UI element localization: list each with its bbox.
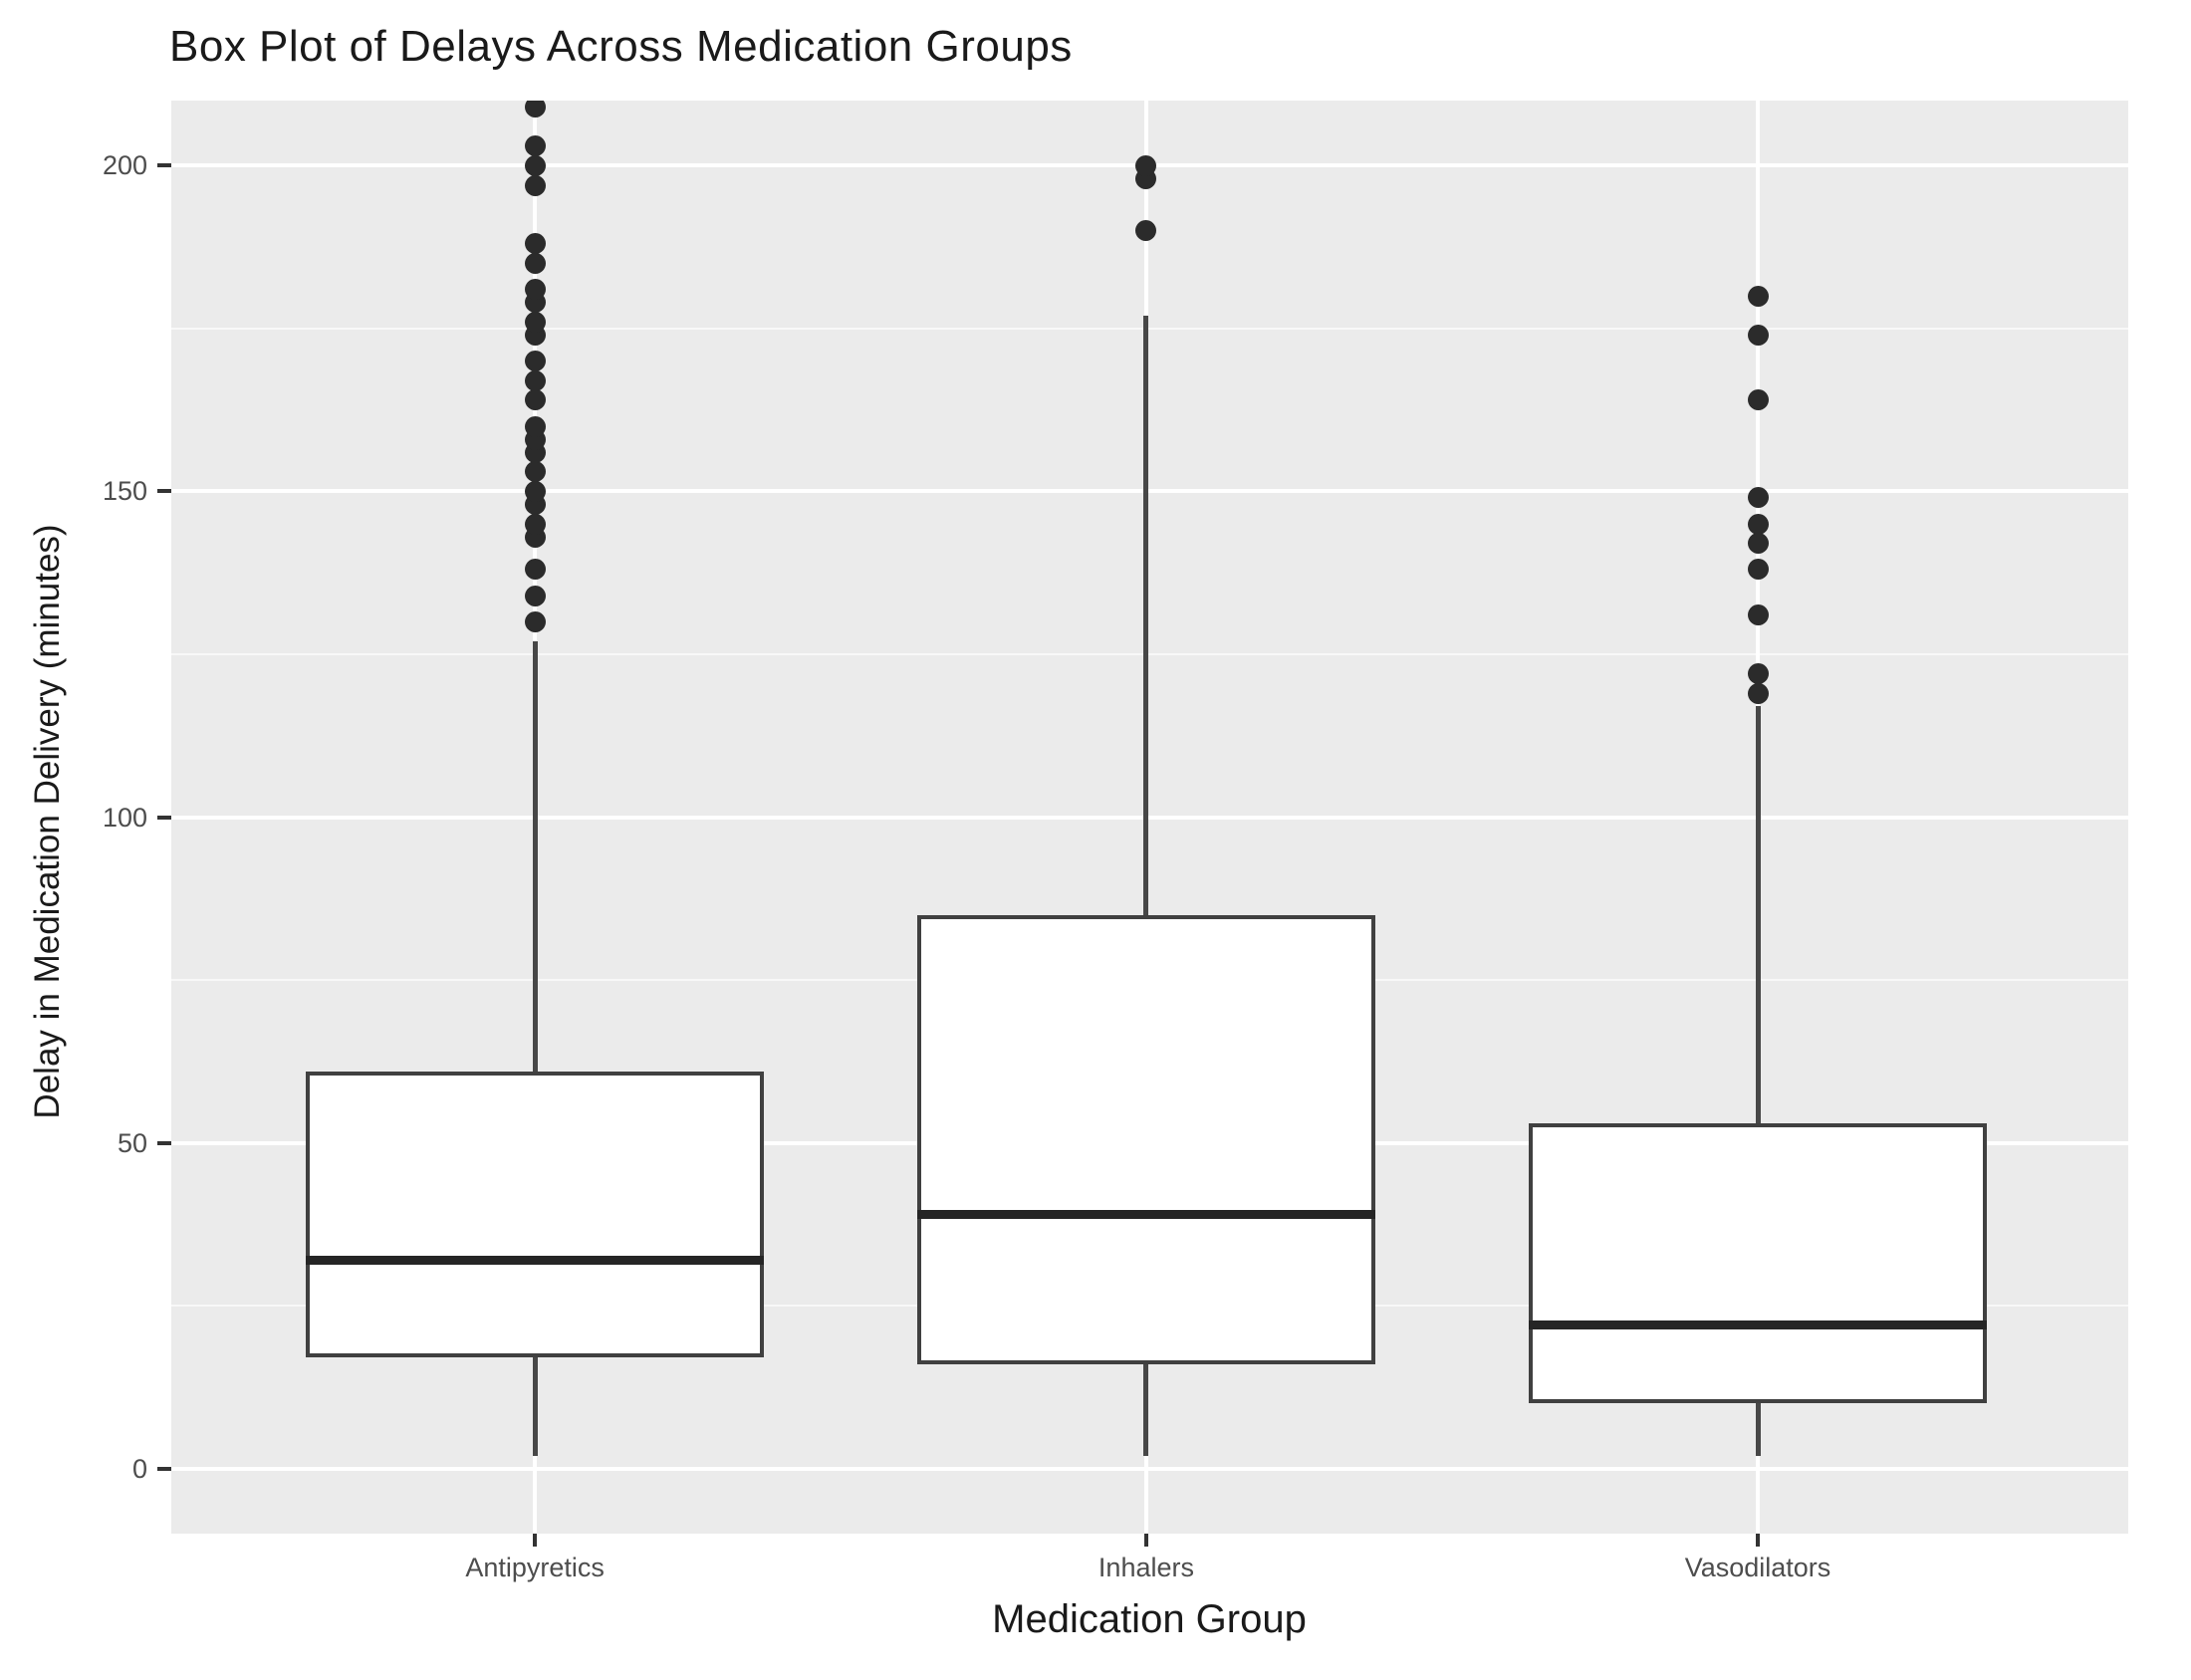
outlier-dot: [524, 610, 546, 632]
outlier-dot: [524, 279, 546, 301]
outlier-dot: [1747, 604, 1769, 626]
outlier-dot: [524, 559, 546, 581]
outlier-dot: [524, 135, 546, 157]
median-line: [1529, 1320, 1988, 1330]
outlier-dot: [524, 369, 546, 391]
whisker-line: [1755, 706, 1761, 1456]
x-tick-label: Inhalers: [1097, 1553, 1194, 1582]
outlier-dot: [1135, 220, 1157, 242]
outlier-dot: [524, 174, 546, 196]
outlier-dot: [1747, 663, 1769, 685]
y-tick-mark: [157, 489, 171, 494]
outlier-dot: [524, 480, 546, 502]
outlier-dot: [524, 461, 546, 483]
outlier-dot: [524, 513, 546, 535]
outlier-dot: [1747, 487, 1769, 509]
x-tick-mark: [1143, 1534, 1148, 1547]
y-gridline-major: [171, 489, 2128, 494]
x-tick-label: Vasodilators: [1684, 1553, 1831, 1582]
y-tick-label: 200: [102, 150, 147, 181]
y-gridline-minor: [171, 652, 2128, 655]
plot-title: Box Plot of Delays Across Medication Gro…: [169, 22, 1073, 71]
outlier-dot: [524, 311, 546, 333]
iqr-box: [1529, 1122, 1988, 1404]
iqr-box: [306, 1071, 765, 1358]
outlier-dot: [1747, 533, 1769, 555]
y-tick-mark: [157, 1140, 171, 1145]
y-tick-mark: [157, 815, 171, 820]
x-axis-title: Medication Group: [992, 1597, 1307, 1641]
outlier-dot: [524, 351, 546, 372]
outlier-dot: [1747, 285, 1769, 307]
outlier-dot: [1747, 513, 1769, 535]
outlier-dot: [524, 585, 546, 606]
outlier-dot: [524, 233, 546, 255]
outlier-dot: [524, 154, 546, 176]
y-tick-mark: [157, 163, 171, 168]
median-line: [306, 1255, 765, 1265]
whisker-line: [532, 640, 538, 1456]
x-tick-mark: [1756, 1534, 1761, 1547]
y-gridline-major: [171, 1466, 2128, 1471]
x-tick-mark: [533, 1534, 538, 1547]
outlier-dot: [1747, 389, 1769, 411]
outlier-dot: [524, 101, 546, 119]
outlier-dot: [1747, 682, 1769, 704]
outlier-dot: [524, 389, 546, 411]
whisker-line: [1143, 315, 1149, 1456]
outlier-dot: [1747, 559, 1769, 581]
y-tick-label: 0: [131, 1453, 147, 1484]
y-gridline-major: [171, 815, 2128, 820]
outlier-dot: [1747, 324, 1769, 346]
y-tick-label: 150: [102, 476, 147, 507]
outlier-dot: [524, 415, 546, 437]
median-line: [916, 1209, 1375, 1219]
x-tick-label: Antipyretics: [465, 1553, 605, 1582]
plot-panel: [171, 101, 2128, 1534]
y-tick-label: 100: [102, 802, 147, 833]
iqr-box: [916, 914, 1375, 1364]
y-tick-mark: [157, 1466, 171, 1471]
outlier-dot: [524, 253, 546, 275]
y-tick-label: 50: [117, 1127, 147, 1158]
y-gridline-minor: [171, 327, 2128, 330]
outlier-dot: [1135, 154, 1157, 176]
